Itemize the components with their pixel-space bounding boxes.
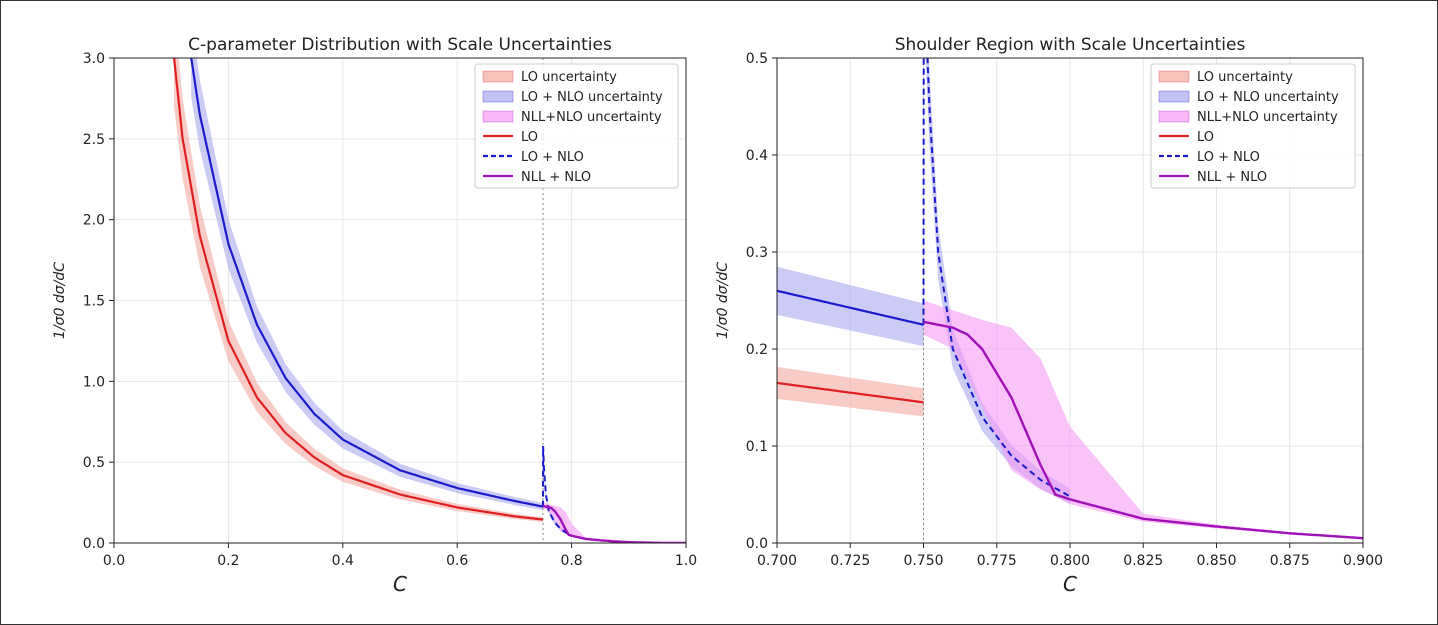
y-tick-label: 0.4 [746, 148, 768, 164]
nll-nlo-line [923, 320, 1363, 540]
x-tick-label: 1.0 [675, 553, 697, 569]
legend-label: LO uncertainty [1197, 70, 1293, 85]
legend-swatch [482, 110, 514, 123]
y-tick-label: 2.0 [83, 213, 105, 229]
x-tick-label: 0.900 [1343, 553, 1383, 569]
x-tick-label: 0.700 [757, 553, 797, 569]
y-tick-label: 0.5 [83, 455, 105, 471]
lo-line [777, 381, 924, 404]
lo-nlo-line [777, 289, 924, 326]
legend: LO uncertainty LO + NLO uncertainty NLL+NL… [474, 63, 679, 189]
legend-swatch [1158, 70, 1190, 83]
x-tick-label: 0.0 [103, 553, 125, 569]
y-axis-label: 1/σ0 dσ/dC [715, 262, 731, 339]
legend-swatch [482, 70, 514, 83]
axes-frame [776, 57, 1364, 544]
lo-line [173, 58, 544, 521]
y-tick-label: 1.0 [83, 374, 105, 390]
legend-swatch [1158, 110, 1190, 123]
x-axis-label: C [393, 572, 407, 596]
nll-nlo-uncertainty-band [543, 502, 686, 543]
y-tick-label: 0.3 [746, 245, 768, 261]
y-tick-label: 0.1 [746, 439, 768, 455]
legend-label: LO + NLO uncertainty [521, 90, 663, 105]
legend-label: LO + NLO [1197, 150, 1260, 165]
legend-swatch [482, 90, 514, 103]
y-tick-label: 0.0 [746, 536, 768, 552]
legend-label: NLL+NLO uncertainty [1197, 110, 1338, 125]
x-tick-label: 0.850 [1196, 553, 1236, 569]
x-tick-label: 0.6 [446, 553, 468, 569]
lo-nlo-line [190, 58, 544, 508]
x-tick-label: 0.875 [1270, 553, 1310, 569]
legend-label: NLL+NLO uncertainty [521, 110, 662, 125]
x-tick-label: 0.800 [1050, 553, 1090, 569]
y-tick-label: 3.0 [83, 51, 105, 67]
chart-title: Shoulder Region with Scale Uncertainties [895, 35, 1246, 55]
chart-title: C-parameter Distribution with Scale Unce… [188, 35, 612, 55]
legend-box [474, 63, 679, 189]
y-tick-label: 1.5 [83, 294, 105, 310]
panel-2: 0.700 0.725 0.750 0.775 0.800 0.825 0.850 0.875… [715, 35, 1383, 596]
y-tick-label: 0.2 [746, 342, 768, 358]
y-tick-label: 0.5 [746, 51, 768, 67]
legend-label: LO + NLO uncertainty [1197, 90, 1339, 105]
x-tick-label: 0.8 [560, 553, 582, 569]
axes-frame [113, 57, 687, 544]
x-tick-label: 0.750 [903, 553, 943, 569]
y-tick-label: 0.0 [83, 536, 105, 552]
y-tick-label: 2.5 [83, 132, 105, 148]
legend-label: LO [1197, 130, 1214, 145]
plot-area [777, 58, 1363, 543]
x-tick-label: 0.4 [332, 553, 354, 569]
x-tick-label: 0.825 [1123, 553, 1163, 569]
legend-label: NLL + NLO [521, 170, 591, 185]
legend: LO uncertainty LO + NLO uncertainty NLL+NL… [1150, 63, 1356, 189]
nll-nlo-uncertainty-band [923, 300, 1363, 540]
legend-swatch [1158, 90, 1190, 103]
legend-label: LO [521, 130, 538, 145]
lo-uncertainty-band [777, 366, 924, 417]
lo-nlo-dashed-line [922, 58, 1071, 498]
y-axis-label: 1/σ0 dσ/dC [52, 262, 68, 339]
legend-label: NLL + NLO [1197, 170, 1267, 185]
legend-label: LO uncertainty [521, 70, 617, 85]
x-tick-label: 0.775 [977, 553, 1017, 569]
x-tick-label: 0.2 [217, 553, 239, 569]
legend-box [1150, 63, 1356, 189]
lo-uncertainty-band [174, 58, 543, 522]
x-tick-label: 0.725 [830, 553, 870, 569]
panel-1: 0.0 0.2 0.4 0.6 0.8 1.0 0.0 0.5 1.0 1.5 2.0 2.5 3.0 C… [52, 35, 697, 596]
legend-label: LO + NLO [521, 150, 584, 165]
x-axis-label: C [1063, 572, 1077, 596]
